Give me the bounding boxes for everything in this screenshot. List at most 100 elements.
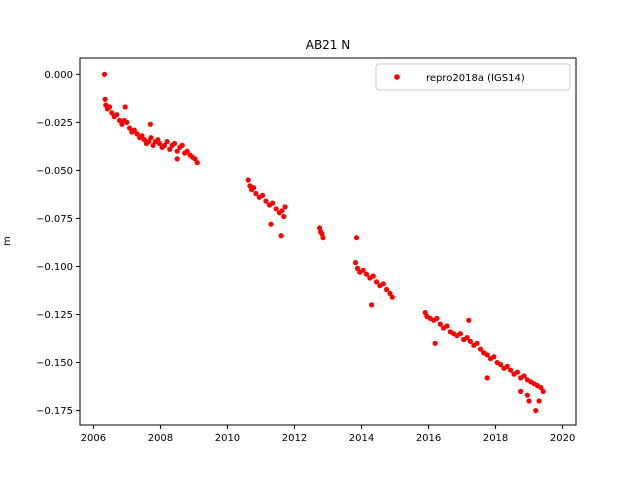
data-point xyxy=(464,335,470,341)
data-point xyxy=(101,71,108,77)
data-point xyxy=(131,127,137,133)
data-point xyxy=(437,321,443,327)
x-tick-label: 2008 xyxy=(148,433,173,444)
data-point xyxy=(139,133,145,139)
data-point xyxy=(253,190,259,197)
y-tick-label: −0.125 xyxy=(36,310,73,321)
data-point xyxy=(481,350,487,356)
data-point xyxy=(363,271,370,277)
data-point xyxy=(194,160,200,166)
data-point xyxy=(174,156,180,162)
data-point xyxy=(122,104,128,110)
y-tick-label: −0.100 xyxy=(36,262,73,273)
data-point xyxy=(268,221,274,227)
data-point xyxy=(282,204,288,210)
data-point xyxy=(352,260,359,266)
data-point xyxy=(533,408,539,414)
y-tick-label: −0.150 xyxy=(36,358,73,369)
y-tick-label: −0.075 xyxy=(36,214,73,225)
y-tick-label: −0.025 xyxy=(36,118,73,129)
data-point xyxy=(263,198,269,204)
data-point xyxy=(374,279,380,285)
data-point xyxy=(484,375,490,381)
data-point xyxy=(179,142,185,148)
data-point xyxy=(466,317,472,323)
x-tick-label: 2012 xyxy=(282,433,307,444)
data-point xyxy=(504,363,510,369)
data-points xyxy=(101,71,546,414)
data-point xyxy=(124,119,130,125)
data-point xyxy=(116,117,123,123)
data-point xyxy=(360,267,366,273)
data-point xyxy=(536,398,542,404)
data-point xyxy=(164,139,170,145)
data-point xyxy=(508,367,514,373)
data-point xyxy=(171,140,178,147)
data-point xyxy=(114,112,120,118)
data-point xyxy=(434,315,440,321)
data-point xyxy=(319,231,325,237)
data-point xyxy=(278,233,284,239)
y-tick-label: −0.175 xyxy=(36,406,73,417)
data-point xyxy=(156,140,162,147)
x-tick-label: 2014 xyxy=(349,433,374,444)
data-point xyxy=(106,104,113,110)
data-point xyxy=(245,177,251,183)
x-tick-label: 2016 xyxy=(416,433,441,444)
data-point xyxy=(457,331,463,337)
x-tick-label: 2006 xyxy=(81,433,106,444)
legend: repro2018a (IGS14) xyxy=(375,63,571,91)
data-point xyxy=(260,192,266,198)
data-point xyxy=(127,125,133,131)
data-point xyxy=(369,302,375,308)
data-point xyxy=(474,340,480,346)
data-point xyxy=(524,392,531,398)
data-point xyxy=(320,235,326,241)
data-point xyxy=(150,142,156,148)
y-tick-label: −0.050 xyxy=(36,166,73,177)
data-point xyxy=(148,135,154,141)
data-point xyxy=(273,206,279,212)
data-point xyxy=(432,340,438,346)
data-point xyxy=(281,213,287,220)
data-point xyxy=(380,281,386,287)
data-point xyxy=(174,148,180,154)
data-point xyxy=(389,294,395,300)
x-tick-label: 2018 xyxy=(483,433,508,444)
data-point xyxy=(444,323,450,329)
x-tick-label: 2020 xyxy=(550,433,575,444)
data-point xyxy=(109,110,115,116)
data-point xyxy=(192,156,198,162)
data-point xyxy=(270,200,276,206)
y-axis-label: m xyxy=(2,236,13,246)
data-point xyxy=(387,290,393,296)
y-tick-label: 0.000 xyxy=(44,70,73,81)
data-point xyxy=(146,139,152,145)
data-point xyxy=(184,148,190,154)
data-point xyxy=(514,369,521,375)
x-tick-label: 2010 xyxy=(215,433,240,444)
data-point xyxy=(518,388,524,394)
data-point xyxy=(317,225,323,231)
data-point xyxy=(251,185,257,191)
plot-frame xyxy=(79,57,577,426)
data-point xyxy=(161,142,168,148)
legend-box xyxy=(375,63,571,91)
data-point xyxy=(384,286,390,293)
data-point xyxy=(147,121,153,127)
data-point xyxy=(521,373,527,379)
chart-title: AB21 N xyxy=(306,38,351,52)
data-point xyxy=(134,131,140,137)
data-point xyxy=(498,361,504,368)
data-point xyxy=(119,121,125,127)
data-point xyxy=(538,384,544,391)
data-point xyxy=(491,354,497,360)
data-point xyxy=(102,96,108,102)
data-point xyxy=(467,338,473,344)
legend-marker xyxy=(394,74,400,80)
data-point xyxy=(353,235,360,241)
data-point xyxy=(370,273,376,279)
data-point xyxy=(279,208,285,214)
y-axis: 0.000 −0.025 −0.050 −0.075 −0.100 −0.125 −0.15… xyxy=(36,70,80,417)
